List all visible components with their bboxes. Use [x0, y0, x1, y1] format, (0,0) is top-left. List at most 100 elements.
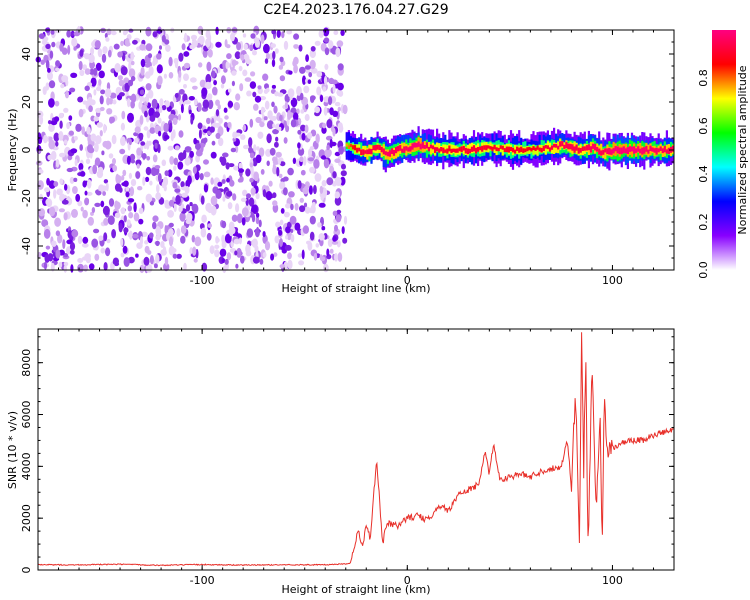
- noise-speckle: [255, 154, 262, 164]
- noise-speckle: [73, 31, 81, 37]
- noise-speckle: [86, 126, 91, 135]
- noise-speckle: [197, 122, 203, 130]
- noise-speckle: [149, 255, 154, 265]
- noise-speckle: [88, 54, 95, 64]
- signal-band-cell: [479, 146, 482, 151]
- signal-band-cell: [456, 148, 459, 153]
- signal-band-cell: [378, 144, 381, 150]
- noise-speckle: [43, 261, 48, 270]
- y-tick-label: 40: [20, 47, 33, 61]
- noise-speckle: [183, 73, 189, 81]
- noise-speckle: [320, 155, 327, 160]
- noise-speckle: [98, 184, 105, 193]
- noise-speckle: [205, 30, 211, 39]
- noise-speckle: [332, 84, 336, 94]
- noise-speckle: [146, 156, 151, 161]
- signal-band-cell: [479, 147, 482, 154]
- noise-speckle: [189, 44, 196, 50]
- signal-band-cell: [372, 145, 375, 151]
- noise-speckle: [151, 98, 158, 109]
- noise-speckle: [300, 169, 306, 176]
- noise-speckle: [249, 177, 254, 183]
- noise-speckle: [178, 89, 185, 95]
- noise-speckle: [83, 53, 90, 59]
- noise-speckle: [159, 45, 162, 50]
- noise-speckle: [203, 183, 209, 193]
- signal-band-cell: [397, 146, 400, 152]
- signal-band-cell: [438, 143, 441, 152]
- x-tick-label: 0: [404, 574, 411, 587]
- noise-speckle: [84, 190, 88, 196]
- noise-speckle: [169, 247, 177, 254]
- signal-band-cell: [555, 142, 558, 153]
- noise-speckle: [287, 167, 294, 176]
- noise-speckle: [263, 43, 270, 54]
- noise-speckle: [47, 67, 51, 73]
- noise-speckle: [134, 137, 139, 144]
- noise-speckle: [183, 100, 191, 105]
- noise-speckle: [236, 42, 242, 51]
- noise-speckle: [63, 107, 69, 113]
- noise-speckle: [140, 67, 145, 76]
- noise-speckle: [183, 62, 191, 69]
- noise-speckle: [226, 177, 230, 183]
- noise-speckle: [326, 248, 330, 257]
- noise-speckle: [180, 225, 187, 235]
- noise-speckle: [335, 177, 342, 186]
- noise-speckle: [264, 83, 269, 90]
- signal-band-cell: [526, 147, 529, 152]
- noise-speckle: [265, 52, 270, 60]
- noise-speckle: [304, 113, 310, 122]
- snr-series-line: [37, 332, 674, 567]
- noise-speckle: [120, 40, 124, 47]
- noise-speckle: [266, 133, 272, 144]
- signal-band-cell: [524, 148, 527, 153]
- noise-speckle: [323, 106, 328, 116]
- signal-band-cell: [604, 148, 607, 159]
- signal-band-cell: [618, 147, 621, 155]
- noise-speckle: [126, 98, 131, 108]
- noise-speckle: [70, 72, 78, 79]
- noise-speckle: [63, 139, 68, 145]
- signal-band-cell: [392, 150, 396, 156]
- noise-speckle: [176, 253, 182, 259]
- noise-speckle: [310, 95, 316, 101]
- noise-speckle: [99, 130, 103, 137]
- noise-speckle: [240, 255, 245, 264]
- noise-speckle: [142, 97, 147, 102]
- noise-speckle: [299, 66, 306, 74]
- noise-speckle: [112, 99, 117, 105]
- y-tick-label: 8000: [20, 349, 33, 377]
- noise-speckle: [55, 67, 60, 72]
- noise-speckle: [54, 116, 60, 122]
- noise-speckle: [139, 43, 146, 51]
- noise-speckle: [191, 234, 195, 243]
- noise-speckle: [195, 149, 203, 157]
- noise-speckle: [62, 134, 69, 143]
- noise-speckle: [284, 101, 288, 110]
- noise-speckle: [290, 203, 294, 211]
- noise-speckle: [213, 80, 218, 86]
- noise-speckle: [249, 152, 255, 159]
- noise-speckle: [336, 209, 342, 214]
- signal-band-cell: [446, 148, 449, 154]
- noise-speckle: [88, 105, 93, 113]
- noise-speckle: [253, 103, 259, 111]
- noise-speckle: [66, 30, 72, 38]
- snr-plot-area: [38, 329, 674, 570]
- noise-speckle: [290, 234, 295, 243]
- noise-speckle: [94, 142, 99, 153]
- signal-band-cell: [501, 144, 504, 156]
- noise-speckle: [145, 93, 150, 103]
- noise-speckle: [288, 191, 295, 198]
- noise-speckle: [157, 75, 163, 86]
- noise-speckle: [132, 39, 138, 45]
- noise-speckle: [314, 106, 321, 114]
- noise-speckle: [157, 173, 162, 183]
- noise-speckle: [205, 38, 211, 48]
- noise-speckle: [73, 177, 78, 182]
- signal-band-cell: [530, 147, 533, 152]
- noise-speckle: [118, 92, 125, 97]
- noise-speckle: [220, 83, 225, 89]
- noise-speckle: [190, 77, 197, 83]
